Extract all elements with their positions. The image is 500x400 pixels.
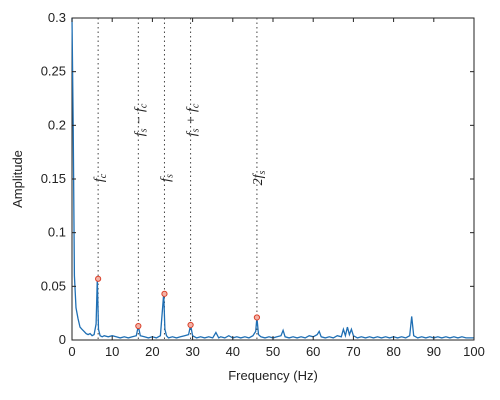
x-tick-label: 60 bbox=[306, 344, 320, 359]
x-tick-label: 50 bbox=[266, 344, 280, 359]
x-tick-label: 30 bbox=[185, 344, 199, 359]
y-tick-label: 0.05 bbox=[41, 278, 66, 293]
x-tick-label: 100 bbox=[463, 344, 485, 359]
peak-annotation: fs − fc bbox=[132, 103, 149, 136]
peak-marker bbox=[161, 290, 168, 297]
x-tick-label: 0 bbox=[68, 344, 75, 359]
y-tick-label: 0.25 bbox=[41, 64, 66, 79]
peak-marker bbox=[135, 322, 142, 330]
x-tick-label: 10 bbox=[105, 344, 119, 359]
y-axis-title: Amplitude bbox=[10, 150, 25, 208]
y-tick-label: 0 bbox=[59, 332, 66, 347]
plot-area-frame bbox=[71, 17, 475, 341]
x-tick-label: 90 bbox=[427, 344, 441, 359]
peak-annotation: fs bbox=[159, 174, 176, 182]
series-group bbox=[71, 17, 474, 339]
x-axis-title: Frequency (Hz) bbox=[228, 368, 318, 383]
x-ticks-group: 0 10 20 30 40 50 60 70 80 90 100 bbox=[68, 18, 485, 359]
x-tick-label: 80 bbox=[386, 344, 400, 359]
peak-marker bbox=[95, 275, 102, 282]
x-tick-label: 70 bbox=[346, 344, 360, 359]
y-tick-label: 0.3 bbox=[48, 10, 66, 25]
peak-annotation: 2fs bbox=[251, 171, 268, 186]
x-tick-label: 20 bbox=[145, 344, 159, 359]
peak-marker bbox=[253, 314, 261, 321]
y-tick-label: 0.1 bbox=[48, 225, 66, 240]
spectrum-line bbox=[71, 17, 474, 339]
x-tick-label: 40 bbox=[226, 344, 240, 359]
y-tick-label: 0.2 bbox=[48, 117, 66, 132]
annotation-group: fc fs − fc fs fs + fc 2fs bbox=[92, 103, 268, 185]
peak-annotation: fs + fc bbox=[185, 103, 202, 136]
y-ticks-group: 0 0.05 0.1 0.15 0.2 0.25 0.3 bbox=[41, 10, 474, 347]
peak-marker bbox=[187, 321, 194, 329]
marker-group bbox=[95, 275, 261, 330]
peak-annotation: fc bbox=[92, 173, 109, 182]
y-tick-label: 0.15 bbox=[41, 171, 66, 186]
